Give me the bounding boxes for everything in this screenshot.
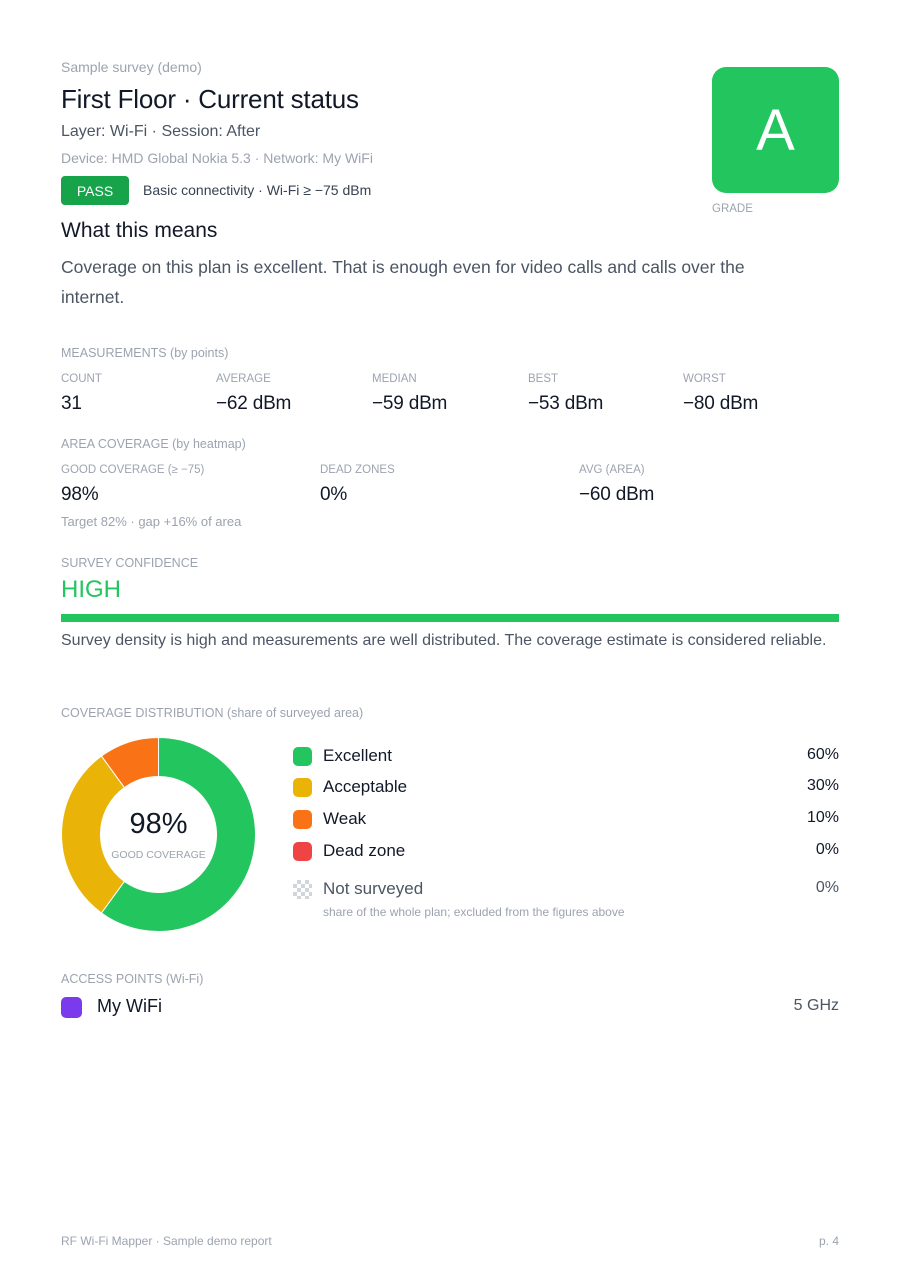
legend-label-not-surveyed: Not surveyed xyxy=(323,879,424,898)
stat-label-worst: WORST xyxy=(683,373,726,385)
access-points-heading: ACCESS POINTS (Wi-Fi) xyxy=(61,972,204,986)
legend-label-excellent: Excellent xyxy=(323,746,392,765)
area-label-dead: DEAD ZONES xyxy=(320,464,395,476)
donut-slice-weak xyxy=(100,737,159,789)
stat-value-best: −53 dBm xyxy=(528,393,604,414)
stat-value-average: −62 dBm xyxy=(216,393,292,414)
target-gap-note: Target 82% · gap +16% of area xyxy=(61,514,242,529)
distribution-heading: COVERAGE DISTRIBUTION (share of surveyed… xyxy=(61,706,364,720)
meaning-heading: What this means xyxy=(61,219,218,242)
pass-criteria: Basic connectivity · Wi-Fi ≥ −75 dBm xyxy=(143,182,372,198)
stat-label-best: BEST xyxy=(528,373,559,385)
legend-item-dead-zone: Dead zone 0% xyxy=(293,840,839,864)
confidence-bar xyxy=(61,614,839,622)
legend-swatch-dead-zone xyxy=(293,842,312,861)
legend-value-dead-zone: 0% xyxy=(815,841,839,858)
confidence-level: HIGH xyxy=(61,576,121,603)
stat-value-median: −59 dBm xyxy=(372,393,448,414)
legend-item-weak: Weak 10% xyxy=(293,808,839,832)
legend-swatch-excellent xyxy=(293,747,312,766)
area-value-avg: −60 dBm xyxy=(579,484,655,505)
report-page: Sample survey (demo) First Floor · Curre… xyxy=(61,0,839,1274)
legend-value-not-surveyed: 0% xyxy=(815,879,839,896)
donut-center-value: 98% xyxy=(129,808,188,840)
stat-label-average: AVERAGE xyxy=(216,373,271,385)
report-kicker: Sample survey (demo) xyxy=(61,59,202,75)
legend-value-weak: 10% xyxy=(806,809,839,826)
area-label-good: GOOD COVERAGE (≥ −75) xyxy=(61,464,205,476)
legend-item-not-surveyed: Not surveyed 0% xyxy=(293,878,839,902)
donut-slice-excellent xyxy=(100,737,256,932)
area-coverage-heading: AREA COVERAGE (by heatmap) xyxy=(61,437,246,451)
legend-value-acceptable: 30% xyxy=(806,777,839,794)
legend-item-excellent: Excellent 60% xyxy=(293,745,839,769)
stat-value-count: 31 xyxy=(61,393,82,414)
stat-value-worst: −80 dBm xyxy=(683,393,759,414)
grade-caption: GRADE xyxy=(712,203,753,215)
layer-session-line: Layer: Wi-Fi · Session: After xyxy=(61,123,261,140)
legend-label-dead-zone: Dead zone xyxy=(323,841,406,860)
donut-slice-acceptable xyxy=(61,755,126,914)
stat-label-median: MEDIAN xyxy=(372,373,417,385)
confidence-bar-fill xyxy=(61,614,839,622)
page-number: p. 4 xyxy=(818,1234,839,1248)
donut-center-caption: GOOD COVERAGE xyxy=(111,849,206,861)
area-label-avg: AVG (AREA) xyxy=(579,464,645,476)
not-surveyed-note: share of the whole plan; excluded from t… xyxy=(323,905,625,919)
coverage-donut-chart xyxy=(61,737,256,932)
access-point-color-swatch xyxy=(61,997,82,1018)
legend-value-excellent: 60% xyxy=(806,746,839,763)
access-point-band: 5 GHz xyxy=(793,997,839,1014)
pass-badge: PASS xyxy=(61,176,129,205)
device-network-line: Device: HMD Global Nokia 5.3 · Network: … xyxy=(61,150,373,166)
measurements-heading: MEASUREMENTS (by points) xyxy=(61,346,229,360)
confidence-text: Survey density is high and measurements … xyxy=(61,632,827,649)
legend-label-acceptable: Acceptable xyxy=(323,777,408,796)
meaning-text: Coverage on this plan is excellent. That… xyxy=(61,257,745,307)
stat-label-count: COUNT xyxy=(61,373,102,385)
access-point-name: My WiFi xyxy=(97,996,162,1016)
grade-badge: A xyxy=(712,67,839,193)
area-value-dead: 0% xyxy=(320,484,348,505)
checker-pattern-icon xyxy=(293,880,312,899)
footer-text: RF Wi-Fi Mapper · Sample demo report xyxy=(61,1234,272,1248)
area-value-good: 98% xyxy=(61,484,99,505)
confidence-heading: SURVEY CONFIDENCE xyxy=(61,556,199,570)
legend-label-weak: Weak xyxy=(323,809,367,828)
legend-swatch-weak xyxy=(293,810,312,829)
page-title: First Floor · Current status xyxy=(61,84,359,114)
legend-swatch-acceptable xyxy=(293,778,312,797)
legend-item-acceptable: Acceptable 30% xyxy=(293,776,839,800)
